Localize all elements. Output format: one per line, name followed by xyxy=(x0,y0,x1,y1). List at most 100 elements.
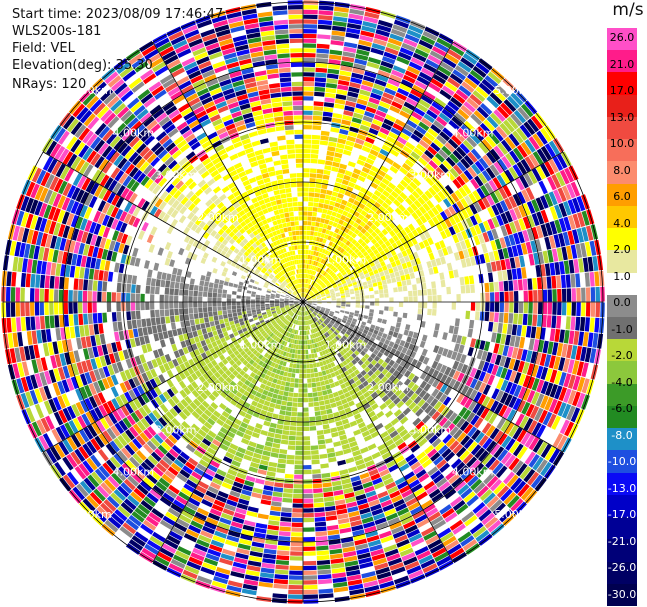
range-gate xyxy=(385,324,391,330)
range-gate xyxy=(313,197,320,203)
range-gate xyxy=(368,209,375,217)
range-gate xyxy=(486,331,492,342)
range-gate xyxy=(411,164,422,174)
range-gate xyxy=(325,87,337,94)
range-gate xyxy=(382,190,391,198)
range-gate xyxy=(338,219,344,225)
range-gate xyxy=(466,136,478,148)
range-gate xyxy=(399,132,410,141)
range-gate xyxy=(387,78,401,87)
range-gate xyxy=(334,244,340,250)
range-gate xyxy=(367,56,382,65)
range-gate xyxy=(427,127,439,138)
range-gate xyxy=(337,208,344,215)
range-gate xyxy=(282,430,290,436)
range-gate xyxy=(497,322,503,334)
range-gate xyxy=(457,108,470,120)
range-gate xyxy=(315,67,328,73)
range-gate xyxy=(570,273,576,288)
range-gate xyxy=(280,439,289,445)
range-gate xyxy=(326,245,331,251)
range-gate xyxy=(364,110,375,119)
range-gate xyxy=(329,200,336,207)
range-gate xyxy=(314,512,326,518)
range-gate xyxy=(408,24,424,35)
range-gate xyxy=(350,299,356,302)
range-gate xyxy=(450,278,456,287)
range-gate xyxy=(406,318,412,325)
range-gate xyxy=(267,524,280,531)
range-gate xyxy=(350,304,356,308)
range-gate xyxy=(289,565,303,571)
range-gate xyxy=(363,162,373,170)
range-gate xyxy=(310,373,315,378)
range-gate xyxy=(523,302,528,314)
range-gate xyxy=(390,28,406,38)
range-gate xyxy=(303,264,305,269)
range-gate xyxy=(317,159,326,165)
range-gate xyxy=(368,287,374,292)
range-gate xyxy=(454,112,467,124)
range-gate xyxy=(283,488,293,494)
range-gate xyxy=(303,182,310,187)
range-gate xyxy=(559,261,565,275)
range-gate xyxy=(346,299,351,302)
range-gate xyxy=(321,284,326,288)
range-gate xyxy=(525,325,532,338)
range-gate xyxy=(317,286,322,290)
range-gate xyxy=(418,157,428,167)
range-gate xyxy=(330,471,340,477)
range-gate xyxy=(305,249,309,255)
range-gate xyxy=(316,262,321,267)
range-gate xyxy=(327,146,336,152)
range-gate xyxy=(341,154,351,161)
range-gate xyxy=(336,240,342,246)
range-gate xyxy=(296,431,303,436)
range-gate xyxy=(305,288,308,293)
range-gate xyxy=(324,399,331,405)
range-gate xyxy=(451,135,462,146)
range-gate xyxy=(310,445,319,450)
range-gate xyxy=(311,270,315,276)
range-gate xyxy=(351,245,357,252)
range-gate xyxy=(439,272,445,281)
range-gate xyxy=(324,260,329,266)
range-gate xyxy=(378,205,386,213)
range-gate xyxy=(318,263,323,268)
range-gate xyxy=(303,235,307,240)
range-gate xyxy=(393,292,399,298)
range-gate xyxy=(411,211,419,220)
range-gate xyxy=(325,83,338,89)
range-gate xyxy=(344,190,352,197)
range-gate xyxy=(303,38,317,44)
range-gate xyxy=(381,236,388,243)
range-gate xyxy=(303,354,306,359)
range-gate xyxy=(409,181,418,190)
range-gate xyxy=(379,181,388,190)
range-gate xyxy=(326,73,339,80)
range-gate xyxy=(333,441,342,447)
range-gate xyxy=(303,436,311,441)
range-gate xyxy=(315,217,321,223)
range-gate xyxy=(387,37,403,47)
range-gate xyxy=(339,242,345,248)
range-gate xyxy=(549,262,556,276)
range-gate xyxy=(263,445,272,452)
range-gate xyxy=(386,320,392,326)
range-gate xyxy=(336,89,348,96)
range-gate xyxy=(337,79,350,86)
range-gate xyxy=(334,228,340,234)
range-gate xyxy=(368,197,376,205)
range-gate xyxy=(268,520,280,526)
range-gate xyxy=(295,441,303,446)
range-gate xyxy=(346,96,358,103)
range-gate xyxy=(581,302,586,317)
range-gate xyxy=(328,270,334,275)
range-gate xyxy=(268,515,281,521)
range-gate xyxy=(416,76,430,86)
range-gate xyxy=(271,447,280,454)
range-gate xyxy=(348,242,354,249)
range-gate xyxy=(388,131,399,140)
range-gate xyxy=(303,388,308,393)
range-gate xyxy=(288,580,303,585)
